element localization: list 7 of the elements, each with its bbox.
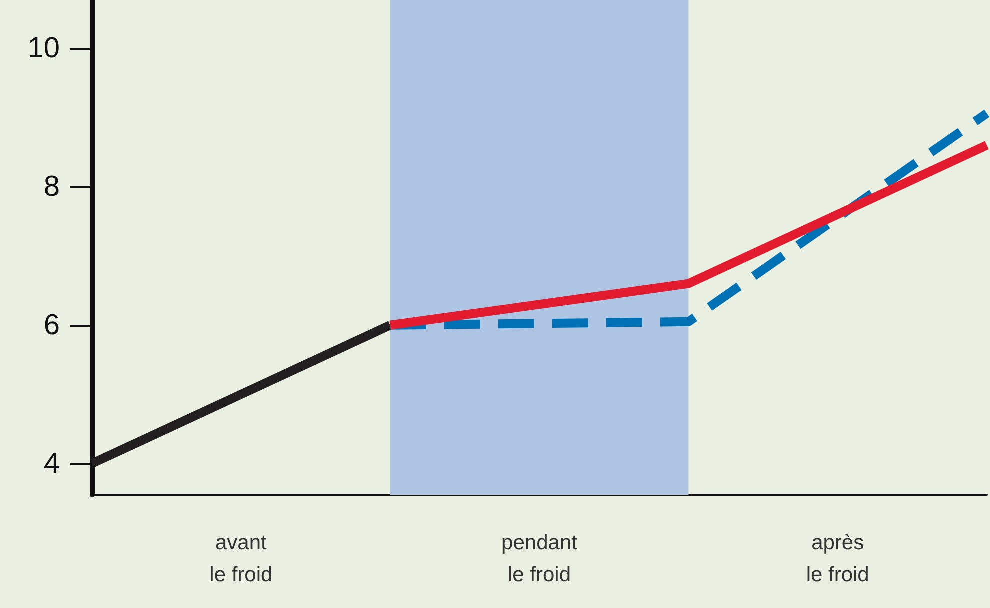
x-tick-label: avant le froid	[210, 532, 273, 586]
y-tick-label: 8	[44, 170, 60, 203]
y-tick-label: 10	[28, 32, 60, 64]
y-tick-label: 4	[44, 448, 60, 480]
x-tick-label: pendant le froid	[502, 532, 578, 586]
y-tick-label: 6	[44, 309, 60, 342]
x-tick-label: après le froid	[806, 532, 870, 586]
